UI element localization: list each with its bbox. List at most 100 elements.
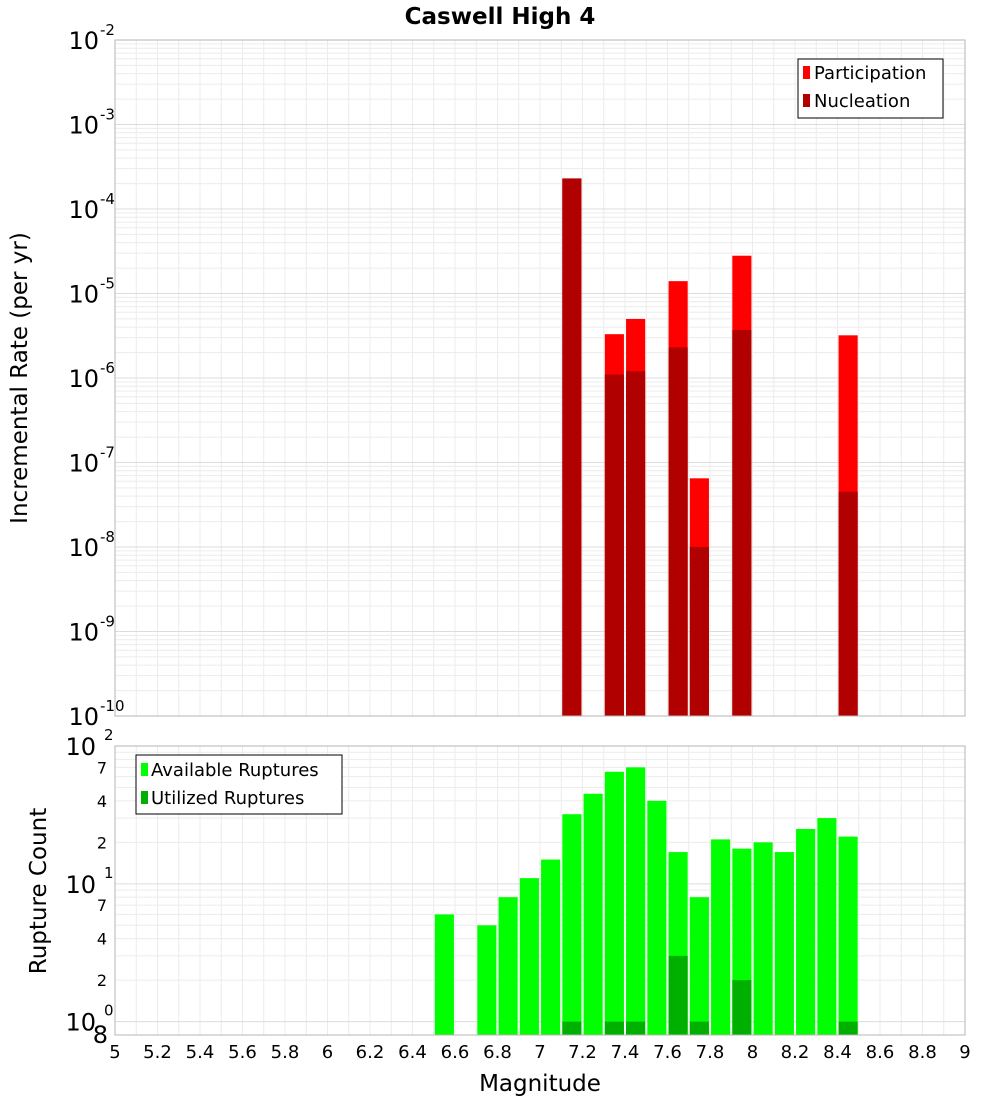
available-ruptures-bar: [562, 814, 582, 1035]
chart-title: Caswell High 4: [405, 4, 596, 30]
bottom-y-tick-exponent: 1: [104, 864, 114, 882]
x-ticks: 5 5.2 5.4 5.6 5.8 6 6.2 6.4 6.6 6.8 7 7.2 7.4 7.6 7.8 8…: [109, 1042, 970, 1063]
bottom-y-minor-tick-label: 2: [97, 971, 107, 990]
x-tick-label: 7.8: [696, 1042, 725, 1063]
available-ruptures-bar: [796, 828, 816, 1035]
x-tick-label: 7: [534, 1042, 545, 1063]
top-y-tick-exponent: -9: [100, 613, 115, 631]
available-ruptures-bar: [604, 771, 624, 1035]
available-ruptures-bar: [434, 914, 454, 1035]
top-y-tick-label: 10 -9: [68, 613, 115, 647]
bottom-y-tick-base: 10: [65, 1009, 96, 1037]
bottom-y-tick-label: 10 1: [65, 864, 113, 899]
available-ruptures-bar: [583, 793, 603, 1035]
bottom-y-minor-tick-label: 7: [97, 758, 107, 777]
top-y-tick-label: 10 -4: [68, 190, 115, 224]
top-y-tick-label: 10 -10: [68, 697, 124, 731]
legend-label-utilized: Utilized Ruptures: [151, 788, 304, 809]
bottom-y-minor-tick-label: 4: [97, 792, 107, 811]
top-y-tick-label: 10 -2: [68, 21, 115, 55]
top-y-tick-base: 10: [68, 534, 99, 562]
legend-swatch-nucleation: [803, 94, 810, 107]
utilized-ruptures-bar: [668, 955, 688, 1035]
available-ruptures-bar: [774, 852, 794, 1035]
nucleation-bar: [604, 374, 624, 716]
utilized-ruptures-bar: [626, 1021, 646, 1035]
bottom-y-tick-exponent: 2: [104, 726, 114, 744]
legend-label-participation: Participation: [814, 63, 926, 84]
nucleation-bar: [732, 329, 752, 716]
available-ruptures-bar: [817, 818, 837, 1035]
bottom-gridlines: [114, 746, 966, 1035]
top-y-tick-base: 10: [68, 703, 99, 731]
bottom-y-axis-label: Rupture Count: [26, 808, 52, 974]
top-y-tick-base: 10: [68, 365, 99, 393]
x-axis-label: Magnitude: [479, 1071, 601, 1097]
x-tick-label: 7.6: [653, 1042, 682, 1063]
top-y-tick-label: 10 -3: [68, 106, 115, 140]
bottom-y-minor-tick-label: 7: [97, 896, 107, 915]
top-y-axis-label: Incremental Rate (per yr): [7, 232, 33, 524]
x-tick-label: 5.4: [186, 1042, 215, 1063]
top-bars: [562, 178, 858, 717]
top-y-tick-exponent: -8: [100, 528, 115, 546]
top-y-tick-label: 10 -7: [68, 444, 115, 478]
x-tick-label: 5.2: [143, 1042, 172, 1063]
available-ruptures-bar: [711, 839, 731, 1035]
utilized-ruptures-bar: [562, 1021, 582, 1035]
top-y-tick-exponent: -3: [100, 106, 115, 124]
top-gridlines: [114, 40, 966, 717]
top-plot-border: [114, 39, 966, 717]
x-tick-label: 5.6: [228, 1042, 257, 1063]
x-tick-label: 6: [322, 1042, 333, 1063]
utilized-ruptures-bar: [689, 1021, 709, 1035]
bottom-bars: [434, 767, 858, 1035]
top-y-tick-base: 10: [68, 450, 99, 478]
bottom-y-tick-exponent: 0: [104, 1002, 114, 1020]
bottom-y-tick-label: 10 2: [65, 726, 113, 761]
available-ruptures-bar: [498, 897, 518, 1035]
available-ruptures-bar: [647, 800, 667, 1035]
bottom-y-min-label: 8: [93, 1021, 108, 1049]
x-tick-label: 8.6: [866, 1042, 895, 1063]
bottom-y-minor-tick-label: 2: [97, 833, 107, 852]
top-y-tick-base: 10: [68, 196, 99, 224]
x-tick-label: 6.8: [483, 1042, 512, 1063]
top-legend-box: [797, 58, 944, 119]
nucleation-bar: [626, 371, 646, 716]
top-y-tick-exponent: -10: [100, 697, 125, 715]
available-ruptures-bar: [689, 897, 709, 1035]
top-y-tick-label: 10 -5: [68, 275, 115, 309]
legend-label-nucleation: Nucleation: [814, 91, 910, 112]
x-tick-label: 5.8: [271, 1042, 300, 1063]
available-ruptures-bar: [753, 842, 773, 1035]
bottom-legend-box: [135, 754, 343, 815]
bottom-legend: Available Ruptures Utilized Ruptures: [135, 754, 343, 815]
legend-swatch-available: [141, 763, 148, 776]
legend-swatch-participation: [803, 66, 810, 79]
x-tick-label: 5: [109, 1042, 120, 1063]
x-tick-label: 8: [747, 1042, 758, 1063]
nucleation-bar: [838, 491, 858, 716]
top-y-tick-exponent: -6: [100, 359, 115, 377]
top-y-tick-label: 10 -8: [68, 528, 115, 562]
top-legend: Participation Nucleation: [797, 58, 944, 119]
nucleation-bar: [668, 347, 688, 716]
utilized-ruptures-bar: [838, 1021, 858, 1035]
bottom-y-tick-label: 10 0: [65, 1002, 113, 1037]
bottom-plot-border: [114, 745, 966, 1036]
top-y-tick-exponent: -7: [100, 444, 115, 462]
top-y-tick-base: 10: [68, 112, 99, 140]
nucleation-bar: [689, 547, 709, 716]
bottom-y-tick-base: 10: [65, 733, 96, 761]
legend-label-available: Available Ruptures: [151, 760, 319, 781]
available-ruptures-bar: [626, 767, 646, 1035]
top-y-tick-exponent: -4: [100, 190, 115, 208]
available-ruptures-bar: [541, 859, 561, 1035]
bottom-y-tick-base: 10: [65, 871, 96, 899]
